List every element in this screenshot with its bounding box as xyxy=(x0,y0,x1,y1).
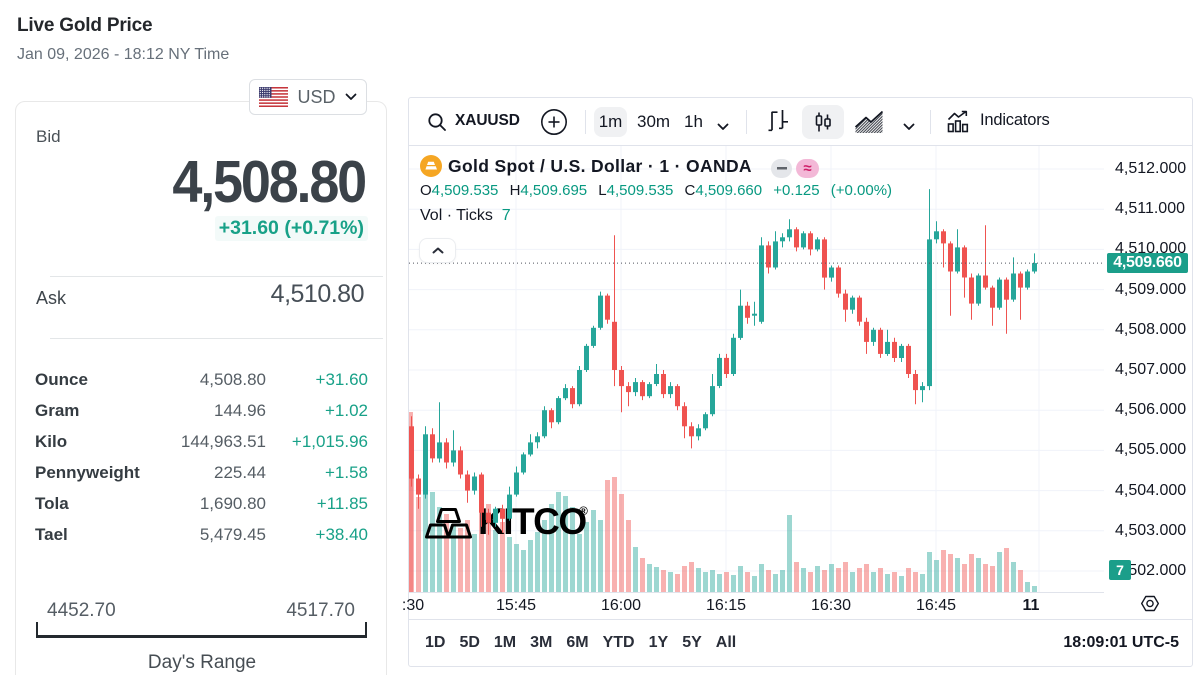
svg-text:®: ® xyxy=(579,504,588,518)
